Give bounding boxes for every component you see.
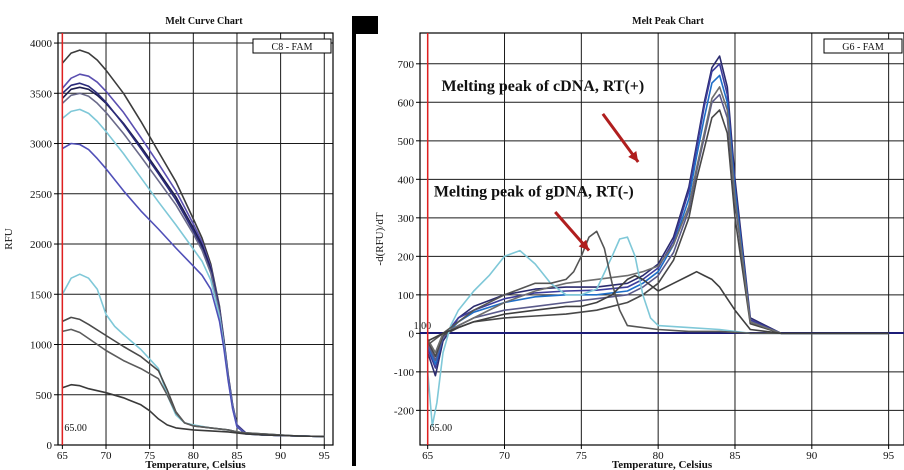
- series-line-8: [427, 230, 889, 346]
- x-tick-label: 95: [883, 450, 895, 462]
- y-tick-label: 1000: [30, 340, 53, 352]
- y-tick-label: -100: [394, 367, 415, 379]
- legend-label: G6 - FAM: [842, 42, 884, 53]
- plot-frame: [419, 32, 904, 446]
- x-tick-label: 90: [275, 450, 287, 462]
- series-line-11: [62, 383, 325, 438]
- threshold-label: 1.00: [414, 321, 432, 332]
- legend-box: [823, 38, 903, 54]
- x-tick-label: 70: [499, 450, 511, 462]
- y-tick-label: 300: [398, 213, 415, 225]
- x-tick-label: 65: [422, 450, 434, 462]
- melt-peak-title: Melt Peak Chart: [632, 16, 704, 27]
- y-tick-label: 500: [36, 390, 53, 402]
- y-tick-label: 500: [398, 136, 415, 148]
- series-line-7: [426, 236, 889, 427]
- annotation-arrowhead: [578, 239, 590, 251]
- x-tick-label: 85: [729, 450, 741, 462]
- x-tick-label: 80: [188, 450, 200, 462]
- melt-curve-title: Melt Curve Chart: [165, 16, 243, 27]
- y-tick-label: 3000: [30, 139, 53, 151]
- start-marker-label: 65.00: [64, 423, 87, 434]
- x-tick-label: 75: [144, 450, 156, 462]
- y-tick-label: 0: [47, 440, 53, 452]
- x-axis-label: Temperature, Celsius: [145, 459, 246, 470]
- y-tick-label: 700: [398, 59, 415, 71]
- y-tick-label: -200: [394, 405, 415, 417]
- y-tick-label: 2000: [30, 239, 53, 251]
- melt-curve-chart: 65.00 65 70 75 80 85 90 95 0 500 1000 1500 2000 2500 3…: [3, 32, 334, 470]
- x-axis-label: Temperature, Celsius: [612, 459, 713, 470]
- y-tick-label: 100: [398, 290, 415, 302]
- plot-frame: [57, 32, 334, 446]
- y-tick-label: 600: [398, 97, 415, 109]
- annotation-text: Melting peak of cDNA, RT(+): [442, 78, 645, 95]
- y-tick-label: 0: [409, 328, 415, 340]
- y-tick-label: 2500: [30, 189, 53, 201]
- legend-box: [252, 38, 332, 54]
- annotation-text: Melting peak of gDNA, RT(-): [434, 184, 634, 201]
- series-line-10: [62, 328, 325, 438]
- annotation-arrowhead: [628, 150, 639, 162]
- panel-divider-tab: [352, 16, 378, 34]
- x-tick-label: 90: [806, 450, 818, 462]
- y-axis-label: RFU: [3, 228, 15, 249]
- y-tick-label: 3500: [30, 88, 53, 100]
- x-tick-label: 80: [653, 450, 665, 462]
- melt-peak-chart: 1.00 65.00 65 70 75 80 85 90 95 -200 -100 0 100 200 30…: [374, 32, 904, 470]
- series-line-6: [427, 86, 889, 354]
- start-marker-label: 65.00: [430, 423, 453, 434]
- y-axis-label: -d(RFU)/dT: [374, 212, 386, 265]
- x-tick-label: 85: [231, 450, 243, 462]
- series-line-9: [427, 270, 889, 342]
- y-tick-label: 1500: [30, 289, 53, 301]
- x-tick-label: 65: [57, 450, 69, 462]
- legend-label: C8 - FAM: [272, 42, 313, 53]
- y-tick-label: 200: [398, 251, 415, 263]
- x-tick-label: 75: [576, 450, 588, 462]
- x-tick-label: 70: [101, 450, 113, 462]
- y-tick-label: 4000: [30, 38, 53, 50]
- panel-divider: [352, 16, 356, 466]
- x-tick-label: 95: [319, 450, 331, 462]
- y-tick-label: 400: [398, 174, 415, 186]
